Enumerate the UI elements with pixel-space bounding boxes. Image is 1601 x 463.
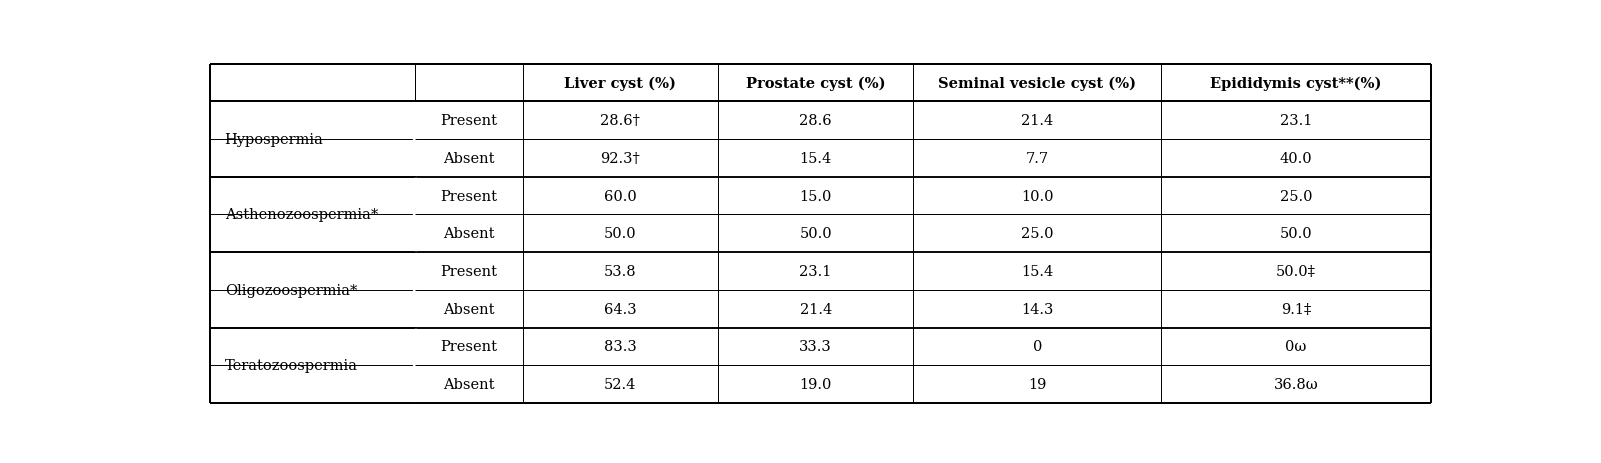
Text: 92.3†: 92.3†: [600, 151, 640, 166]
Text: 10.0: 10.0: [1021, 189, 1053, 203]
Text: 23.1: 23.1: [799, 264, 833, 278]
Text: Hypospermia: Hypospermia: [224, 133, 323, 147]
Text: 52.4: 52.4: [604, 377, 637, 391]
Text: 53.8: 53.8: [604, 264, 637, 278]
Text: 23.1: 23.1: [1279, 114, 1313, 128]
Text: 50.0: 50.0: [799, 227, 833, 241]
Text: 15.4: 15.4: [799, 151, 833, 166]
Text: 21.4: 21.4: [1021, 114, 1053, 128]
Text: 25.0: 25.0: [1279, 189, 1313, 203]
Text: 33.3: 33.3: [799, 340, 833, 354]
Text: Teratozoospermia: Teratozoospermia: [224, 358, 357, 373]
Text: 50.0: 50.0: [604, 227, 637, 241]
Text: 60.0: 60.0: [604, 189, 637, 203]
Text: Absent: Absent: [443, 227, 495, 241]
Text: 64.3: 64.3: [604, 302, 637, 316]
Text: Present: Present: [440, 189, 498, 203]
Text: 9.1‡: 9.1‡: [1281, 302, 1311, 316]
Text: 28.6: 28.6: [799, 114, 833, 128]
Text: Absent: Absent: [443, 151, 495, 166]
Text: 19.0: 19.0: [799, 377, 833, 391]
Text: Absent: Absent: [443, 377, 495, 391]
Text: 19: 19: [1028, 377, 1047, 391]
Text: 21.4: 21.4: [799, 302, 833, 316]
Text: Liver cyst (%): Liver cyst (%): [564, 76, 676, 90]
Text: 28.6†: 28.6†: [600, 114, 640, 128]
Text: 0ω: 0ω: [1286, 340, 1306, 354]
Text: 83.3: 83.3: [604, 340, 637, 354]
Text: Seminal vesicle cyst (%): Seminal vesicle cyst (%): [938, 76, 1137, 90]
Text: Absent: Absent: [443, 302, 495, 316]
Text: 15.4: 15.4: [1021, 264, 1053, 278]
Text: 25.0: 25.0: [1021, 227, 1053, 241]
Text: 40.0: 40.0: [1279, 151, 1313, 166]
Text: 0: 0: [1033, 340, 1042, 354]
Text: Present: Present: [440, 340, 498, 354]
Text: 7.7: 7.7: [1026, 151, 1049, 166]
Text: Present: Present: [440, 114, 498, 128]
Text: Epididymis cyst**(%): Epididymis cyst**(%): [1210, 76, 1382, 90]
Text: Oligozoospermia*: Oligozoospermia*: [224, 283, 357, 297]
Text: 50.0‡: 50.0‡: [1276, 264, 1316, 278]
Text: Prostate cyst (%): Prostate cyst (%): [746, 76, 885, 90]
Text: 15.0: 15.0: [799, 189, 833, 203]
Text: Asthenozoospermia*: Asthenozoospermia*: [224, 208, 378, 222]
Text: 36.8ω: 36.8ω: [1274, 377, 1319, 391]
Text: Present: Present: [440, 264, 498, 278]
Text: 50.0: 50.0: [1279, 227, 1313, 241]
Text: 14.3: 14.3: [1021, 302, 1053, 316]
